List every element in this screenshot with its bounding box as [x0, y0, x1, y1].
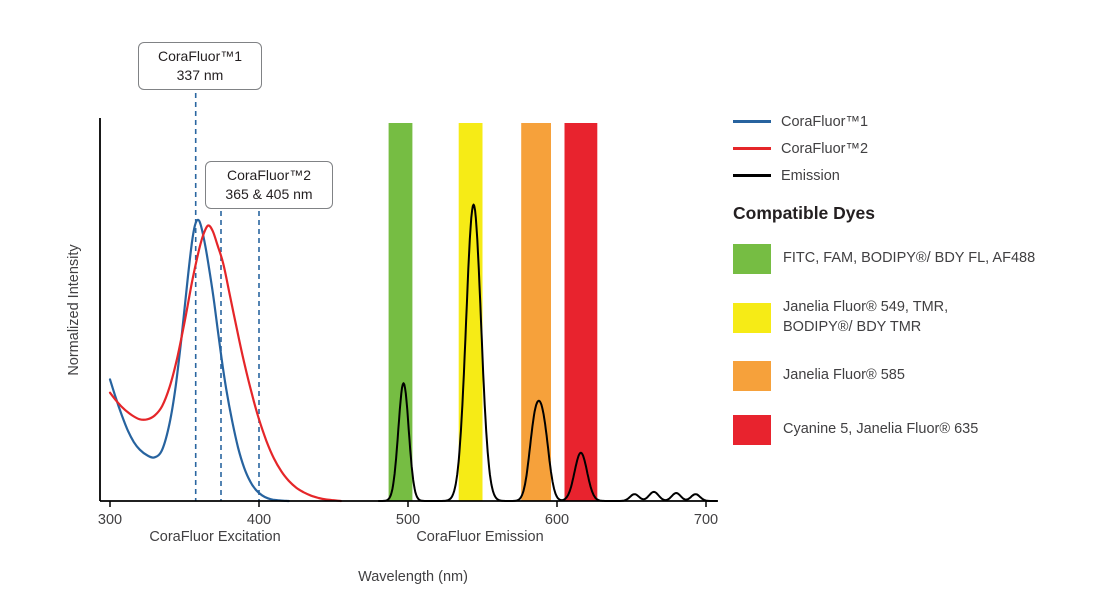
emission-section-label: CoraFluor Emission	[416, 529, 544, 545]
legend-item-corafluor1: CoraFluor™1	[733, 108, 1103, 135]
dye-item-orange: Janelia Fluor® 585	[733, 361, 1103, 392]
filter-band-yellow	[458, 123, 483, 501]
filter-band-red	[564, 123, 598, 501]
dye-item-green: FITC, FAM, BODIPY®/ BDY FL, AF488	[733, 244, 1103, 274]
dye-label-yellow: Janelia Fluor® 549, TMR, BODIPY®/ BDY TM…	[783, 299, 949, 335]
x-tick-label: 700	[694, 512, 718, 528]
x-axis-title: Wavelength (nm)	[358, 569, 468, 585]
dye-swatch-green	[733, 244, 771, 274]
dye-item-red: Cyanine 5, Janelia Fluor® 635	[733, 415, 1103, 446]
annotation-corafluor2-box: CoraFluor™2 365 & 405 nm	[205, 161, 333, 209]
filter-band-orange	[521, 123, 551, 501]
x-tick-label: 300	[98, 512, 122, 528]
dye-item-yellow: Janelia Fluor® 549, TMR, BODIPY®/ BDY TM…	[733, 298, 1103, 337]
x-tick-label: 500	[396, 512, 420, 528]
annotation-corafluor2-title: CoraFluor™2	[226, 167, 312, 183]
legend-line-emission	[733, 174, 771, 177]
dye-swatch-orange	[733, 361, 771, 392]
annotation-corafluor1-box: CoraFluor™1 337 nm	[138, 42, 262, 90]
annotation-corafluor1-value: 337 nm	[176, 66, 224, 83]
legend-line-corafluor2	[733, 147, 771, 150]
legend-item-corafluor2: CoraFluor™2	[733, 135, 1103, 162]
legend-label-emission: Emission	[781, 167, 840, 184]
legend-label-corafluor1: CoraFluor™1	[781, 113, 869, 130]
dye-swatch-yellow	[733, 302, 771, 333]
annotation-corafluor2-value: 365 & 405 nm	[225, 185, 313, 202]
dye-swatch-red	[733, 415, 771, 446]
x-tick-label: 600	[545, 512, 569, 528]
y-axis-title: Normalized Intensity	[66, 244, 82, 376]
legend-label-corafluor2: CoraFluor™2	[781, 140, 869, 157]
compatible-dyes-heading: Compatible Dyes	[733, 203, 875, 223]
legend-item-emission: Emission	[733, 162, 1103, 189]
legend-line-corafluor1	[733, 120, 771, 123]
dye-label-green: FITC, FAM, BODIPY®/ BDY FL, AF488	[783, 250, 1036, 267]
x-tick-label: 400	[247, 512, 271, 528]
excitation-section-label: CoraFluor Excitation	[149, 529, 281, 545]
excitation-curve-2	[108, 224, 342, 503]
dye-label-orange: Janelia Fluor® 585	[783, 367, 905, 384]
excitation-curve-1	[108, 218, 290, 503]
dye-label-red: Cyanine 5, Janelia Fluor® 635	[783, 421, 979, 438]
legend: CoraFluor™1 CoraFluor™2 Emission Compati…	[733, 108, 1103, 469]
annotation-corafluor1-title: CoraFluor™1	[157, 48, 243, 64]
